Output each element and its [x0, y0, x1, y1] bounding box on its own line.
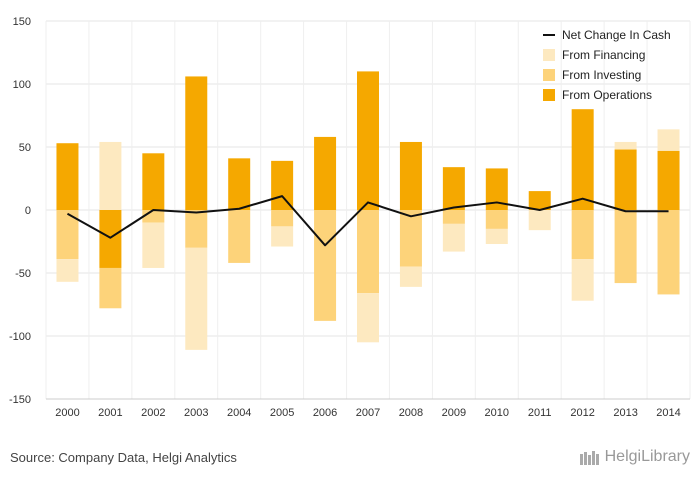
bar-from-operations — [442, 167, 465, 210]
bar-from-operations — [142, 153, 165, 210]
bar-from-operations — [657, 150, 680, 210]
bar-from-operations — [185, 76, 208, 210]
bar-from-investing — [614, 210, 637, 284]
bar-from-financing — [571, 259, 594, 301]
legend-label: From Operations — [562, 88, 652, 102]
brand-name: HelgiLibrary — [604, 448, 690, 465]
x-tick-label: 2005 — [270, 407, 294, 419]
bar-from-operations — [228, 158, 251, 210]
bar-from-investing — [485, 210, 508, 229]
bar-from-operations — [399, 141, 422, 210]
bar-from-investing — [228, 210, 251, 263]
y-tick-label: -150 — [9, 394, 31, 406]
x-tick-label: 2002 — [141, 407, 165, 419]
bar-from-investing — [399, 210, 422, 267]
bar-from-operations — [99, 210, 122, 268]
bar-from-investing — [571, 210, 594, 260]
legend-swatch-from-financing — [543, 49, 555, 61]
x-tick-label: 2013 — [613, 407, 637, 419]
bar-from-investing — [99, 267, 122, 309]
x-tick-label: 2007 — [356, 407, 380, 419]
bar-from-operations — [314, 136, 337, 210]
legend-swatch-from-operations — [543, 89, 555, 101]
bar-from-operations — [357, 71, 379, 211]
library-icon — [579, 451, 599, 465]
bar-from-operations — [56, 143, 79, 210]
bar-from-financing — [357, 293, 379, 343]
bar-from-financing — [657, 129, 680, 151]
x-tick-label: 2014 — [656, 407, 680, 419]
y-tick-label: 50 — [19, 142, 31, 154]
bar-from-operations — [271, 160, 294, 210]
bar-from-investing — [657, 210, 680, 295]
x-tick-label: 2008 — [399, 407, 423, 419]
y-tick-label: -50 — [15, 268, 31, 280]
x-tick-label: 2010 — [485, 407, 509, 419]
bar-from-financing — [614, 141, 637, 150]
bar-from-financing — [271, 226, 294, 247]
bar-from-operations — [485, 168, 508, 210]
y-tick-label: -100 — [9, 331, 31, 343]
legend-label: From Financing — [562, 48, 645, 62]
legend-label: Net Change In Cash — [562, 28, 671, 42]
bar-from-investing — [357, 210, 379, 294]
x-tick-label: 2003 — [184, 407, 208, 419]
bar-from-investing — [185, 210, 208, 248]
y-tick-label: 100 — [13, 79, 31, 91]
bar-from-investing — [314, 210, 337, 321]
x-tick-label: 2011 — [528, 407, 552, 419]
x-tick-label: 2004 — [227, 407, 251, 419]
source-note: Source: Company Data, Helgi Analytics — [10, 450, 237, 465]
bar-from-operations — [614, 149, 637, 210]
brand-logo: HelgiLibrary — [579, 448, 690, 466]
bar-from-financing — [56, 259, 79, 282]
bar-from-financing — [142, 222, 165, 268]
bar-from-financing — [528, 210, 551, 231]
x-tick-label: 2006 — [313, 407, 337, 419]
bar-from-financing — [485, 228, 508, 245]
y-tick-label: 0 — [25, 205, 31, 217]
bar-from-operations — [571, 109, 594, 210]
bar-from-investing — [56, 210, 79, 260]
bar-from-financing — [185, 247, 208, 350]
x-tick-label: 2012 — [570, 407, 594, 419]
y-tick-label: 150 — [13, 16, 31, 28]
bar-from-investing — [271, 210, 294, 227]
chart-svg: -150 -100 -50 0 50 100 150 2000 2001 2002 2003 2004… — [9, 16, 691, 419]
x-tick-label: 2001 — [98, 407, 122, 419]
bar-from-investing — [142, 210, 165, 223]
bar-from-financing — [442, 223, 465, 252]
legend-label: From Investing — [562, 68, 641, 82]
bar-from-investing — [442, 210, 465, 224]
x-tick-label: 2000 — [55, 407, 79, 419]
bar-from-operations — [528, 191, 551, 210]
legend-swatch-from-investing — [543, 69, 555, 81]
net-change-line — [66, 195, 669, 247]
bar-from-financing — [99, 141, 122, 210]
bar-from-financing — [399, 266, 422, 287]
x-tick-label: 2009 — [442, 407, 466, 419]
